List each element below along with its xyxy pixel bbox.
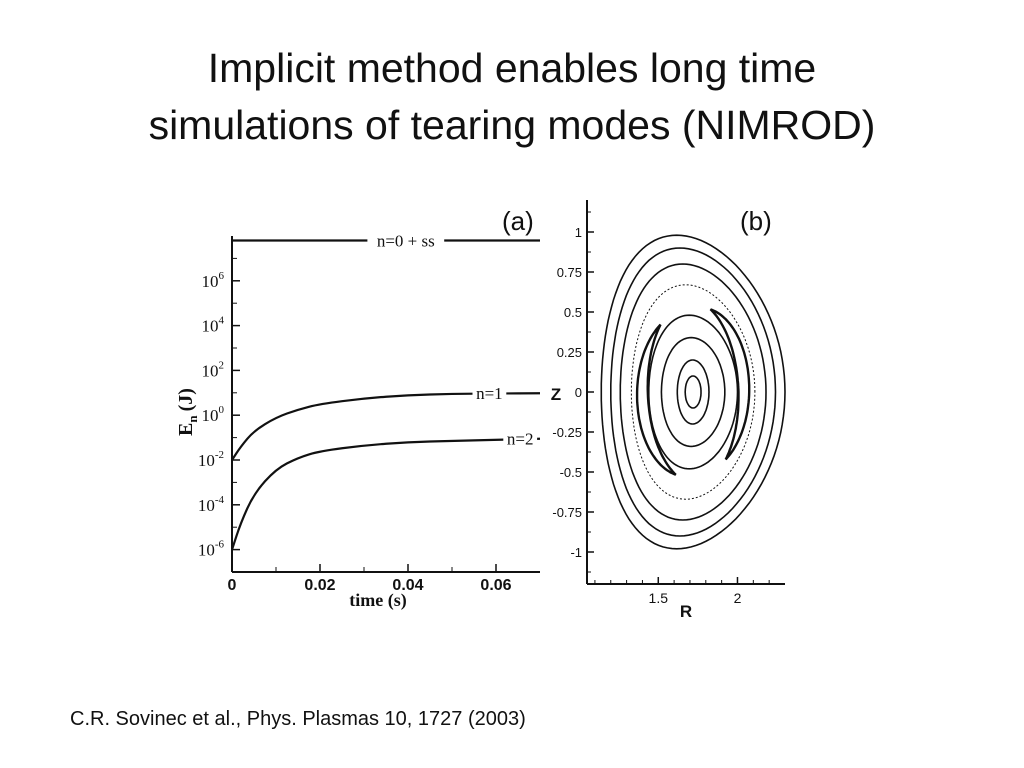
title-line-1: Implicit method enables long time xyxy=(207,45,817,91)
y-label-main: E xyxy=(175,423,197,436)
flux-surface xyxy=(619,263,767,521)
series-label-bg xyxy=(503,427,538,448)
x-tick-label-b: 1.5 xyxy=(649,590,669,606)
panel-label-a: (a) xyxy=(502,206,534,236)
series-label-3: n=2 xyxy=(507,430,534,449)
x-tick-label-b: 2 xyxy=(734,590,742,606)
series-label-bg xyxy=(367,229,445,250)
y-axis-label-b: Z xyxy=(551,385,561,404)
series-label-2: n=1 xyxy=(476,384,503,403)
panel-label-b: (b) xyxy=(740,206,772,236)
series-line-2 xyxy=(231,392,541,461)
flux-surface xyxy=(660,336,726,448)
y-tick-label-a: 100 xyxy=(202,404,225,425)
y-tick-label-b: -0.75 xyxy=(552,505,582,520)
y-tick-label-b: 1 xyxy=(575,225,582,240)
flux-surface xyxy=(676,359,710,425)
flux-surface xyxy=(610,247,777,537)
y-tick-label-b: -0.25 xyxy=(552,425,582,440)
y-tick-label-a: 106 xyxy=(202,270,225,291)
flux-surface xyxy=(684,375,702,409)
y-tick-label-b: 0.5 xyxy=(564,305,582,320)
x-axis-label-a: time (s) xyxy=(349,590,406,611)
y-tick-label-a: 10-6 xyxy=(198,539,225,560)
svg-text:En(J): En (J) xyxy=(175,388,200,436)
flux-surface xyxy=(600,234,786,550)
flux-surface xyxy=(630,284,756,500)
title-line-2: simulations of tearing modes (NIMROD) xyxy=(148,102,876,148)
y-axis-label-a: En (J) xyxy=(175,388,200,436)
x-tick-label-a: 0.04 xyxy=(392,577,423,594)
magnetic-island-2 xyxy=(635,323,677,476)
magnetic-island-1 xyxy=(709,308,751,461)
series-line-3 xyxy=(230,437,541,550)
citation: C.R. Sovinec et al., Phys. Plasmas 10, 1… xyxy=(70,708,526,730)
y-tick-label-a: 10-2 xyxy=(198,449,224,470)
x-tick-label-a: 0.02 xyxy=(304,577,335,594)
series-label-1: n=0 + ss xyxy=(377,231,435,250)
y-label-unit: (J) xyxy=(175,388,197,411)
x-axis-label-b: R xyxy=(680,602,692,621)
y-tick-label-b: -1 xyxy=(570,545,582,560)
y-tick-label-b: 0.25 xyxy=(557,345,582,360)
x-tick-label-a: 0.06 xyxy=(480,577,511,594)
poincare-chart: (b) 1 0.75 0.5 0.25 0 -0.25 -0.5 -0.75 -1 1.5 2 R… xyxy=(551,200,786,621)
series-label-bg xyxy=(472,382,507,403)
y-tick-label-a: 10-4 xyxy=(198,494,225,515)
slide-title: Implicit method enables long time simula… xyxy=(0,40,1024,154)
y-tick-label-b: -0.5 xyxy=(560,465,582,480)
x-tick-label-a: 0 xyxy=(228,577,237,594)
y-tick-label-a: 104 xyxy=(202,315,225,336)
y-tick-label-b: 0.75 xyxy=(557,265,582,280)
y-tick-label-b: 0 xyxy=(575,385,582,400)
y-label-sub: n xyxy=(185,415,200,423)
energy-chart: (a) 10-6 10-4 10-2 100 102 104 106 0 0.02 0.04 0.… xyxy=(175,206,541,611)
y-tick-label-a: 102 xyxy=(202,359,225,380)
